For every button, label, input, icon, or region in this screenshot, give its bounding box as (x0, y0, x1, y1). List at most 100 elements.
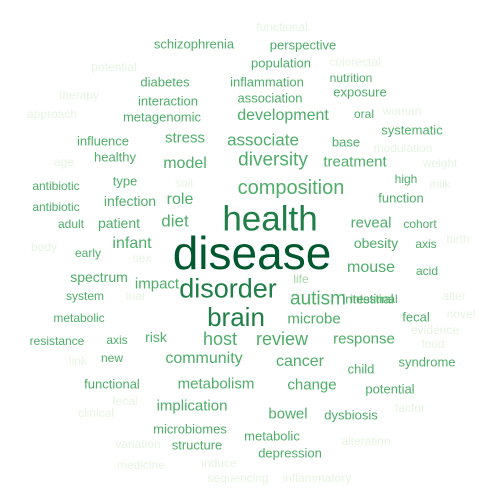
cloud-word-evidence: evidence (410, 323, 460, 337)
cloud-word-infant: infant (112, 235, 152, 252)
cloud-word-exposure: exposure (333, 84, 387, 100)
cloud-word-health: health (222, 199, 318, 239)
cloud-word-resistance: resistance (29, 334, 85, 348)
cloud-word-birth: birth (446, 232, 470, 246)
cloud-word-intestinal: intestinal (342, 291, 394, 307)
cloud-word-early: early (74, 246, 102, 260)
cloud-word-autism: autism (290, 288, 346, 310)
cloud-word-bowel: bowel (268, 405, 308, 423)
cloud-word-schizophrenia: schizophrenia (153, 36, 235, 52)
cloud-word-potential: potential (365, 381, 415, 397)
cloud-word-sex: sex (132, 251, 152, 265)
cloud-word-antibiotic: antibiotic (32, 179, 80, 193)
cloud-word-diabetes: diabetes (140, 74, 190, 90)
cloud-word-patient: patient (97, 215, 141, 231)
cloud-word-milk: milk (429, 177, 451, 191)
cloud-word-spectrum: spectrum (70, 269, 128, 285)
cloud-word-diversity: diversity (238, 149, 308, 171)
cloud-word-depression: depression (258, 445, 322, 461)
cloud-word-axis: axis (106, 333, 128, 347)
cloud-word-microbiomes: microbiomes (153, 421, 227, 437)
cloud-word-weight: weight (422, 156, 458, 170)
cloud-word-cancer: cancer (275, 353, 325, 370)
cloud-word-systematic: systematic (381, 122, 443, 138)
cloud-word-metabolic: metabolic (53, 311, 105, 325)
cloud-word-infection: infection (103, 193, 157, 209)
cloud-word-acid: acid (415, 264, 439, 278)
cloud-word-clinical: clinical (77, 406, 115, 420)
cloud-word-brain: brain (207, 302, 265, 332)
cloud-word-approach: approach (26, 107, 78, 121)
cloud-word-variation: variation (115, 437, 161, 451)
cloud-word-adult: adult (57, 217, 85, 231)
cloud-word-axis: axis (415, 237, 437, 251)
cloud-word-new: new (100, 351, 124, 365)
cloud-word-influence: influence (76, 133, 130, 149)
cloud-word-inflammatory: inflammatory (282, 471, 352, 485)
cloud-word-fecal: fecal (112, 394, 138, 408)
cloud-word-healthy: healthy (94, 149, 136, 165)
cloud-word-metagenomic: metagenomic (122, 109, 202, 125)
cloud-word-trial: trial (125, 289, 145, 303)
cloud-word-cohort: cohort (403, 217, 437, 231)
cloud-word-potential: potential (91, 60, 137, 74)
cloud-word-sequencing: sequencing (207, 471, 269, 485)
cloud-word-role: role (166, 191, 194, 208)
cloud-word-disease: disease (172, 227, 332, 279)
cloud-word-community: community (165, 350, 243, 367)
cloud-word-disorder: disorder (179, 273, 277, 304)
cloud-word-syndrome: syndrome (398, 354, 456, 370)
cloud-word-link: link (68, 354, 88, 368)
cloud-word-perspective: perspective (269, 37, 337, 53)
cloud-word-population: population (251, 55, 311, 71)
cloud-word-alteration: alteration (341, 434, 391, 448)
cloud-word-oral: oral (353, 107, 375, 121)
cloud-word-mouse: mouse (346, 259, 396, 276)
cloud-word-model: model (163, 155, 207, 172)
cloud-word-diet: diet (161, 211, 189, 231)
cloud-word-system: system (65, 289, 105, 303)
cloud-word-interaction: interaction (138, 93, 198, 109)
cloud-word-therapy: therapy (58, 88, 100, 102)
cloud-word-inflammation: inflammation (230, 74, 304, 90)
cloud-word-stress: stress (164, 129, 206, 147)
cloud-word-structure: structure (171, 437, 223, 453)
cloud-word-host: host (202, 329, 238, 349)
cloud-word-novel: novel (446, 307, 476, 321)
cloud-word-microbe: microbe (287, 310, 341, 328)
cloud-word-child: child (347, 361, 375, 377)
cloud-word-reveal: reveal (350, 214, 392, 232)
cloud-word-medicine: medicine (116, 458, 166, 472)
cloud-word-dysbiosis: dysbiosis (324, 407, 378, 423)
cloud-word-woman: woman (382, 104, 422, 118)
cloud-word-response: response (333, 330, 395, 348)
cloud-word-body: body (30, 240, 58, 254)
cloud-word-composition: composition (237, 177, 345, 199)
cloud-word-modulation: modulation (373, 141, 433, 155)
cloud-word-high: high (394, 172, 418, 186)
cloud-word-function: function (378, 190, 424, 206)
cloud-word-antibiotic: antibiotic (32, 200, 80, 214)
cloud-word-intestinal: intestinal (350, 292, 398, 306)
cloud-word-factor: factor (394, 401, 426, 415)
cloud-word-induce: induce (201, 456, 237, 470)
cloud-word-alter: alter (442, 289, 466, 303)
cloud-word-type: type (112, 173, 138, 189)
cloud-word-nutrition: nutrition (329, 71, 373, 85)
cloud-word-life: life (293, 272, 309, 286)
cloud-word-food: food (421, 337, 445, 351)
cloud-word-development: development (237, 107, 329, 124)
cloud-word-base: base (331, 134, 361, 150)
cloud-word-risk: risk (145, 329, 167, 345)
cloud-word-metabolism: metabolism (177, 375, 255, 393)
cloud-word-treatment: treatment (323, 153, 387, 171)
cloud-word-age: age (53, 155, 75, 169)
cloud-word-implication: implication (156, 397, 228, 415)
cloud-word-metabolic: metabolic (244, 428, 300, 444)
cloud-word-impact: impact (134, 275, 180, 293)
cloud-word-obesity: obesity (353, 235, 399, 251)
cloud-word-functional: functional (84, 376, 140, 392)
cloud-word-change: change (287, 376, 337, 394)
cloud-word-associate: associate (227, 130, 299, 150)
